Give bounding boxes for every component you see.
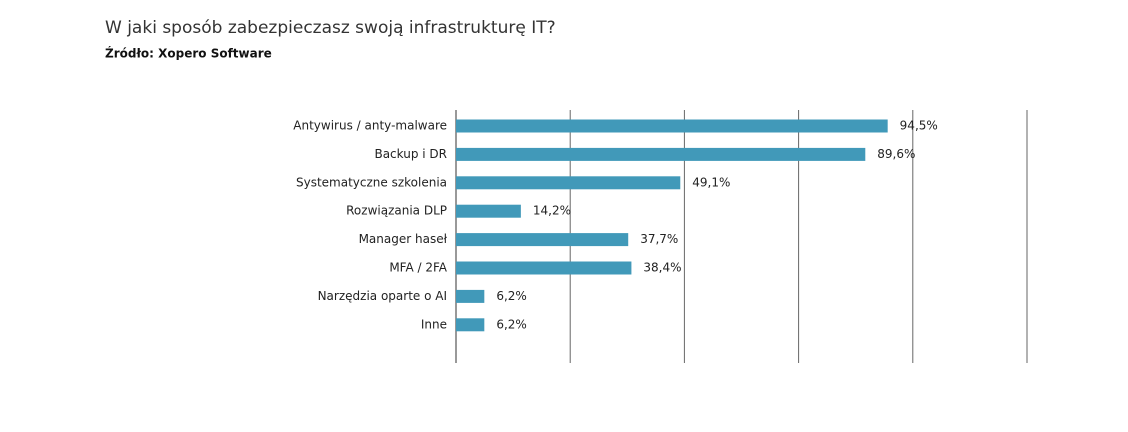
chart-title: W jaki sposób zabezpieczasz swoją infras… [105,18,556,38]
y-tick-label: Backup i DR [374,147,447,161]
y-tick-label: MFA / 2FA [389,261,447,275]
value-label: 6,2% [496,289,527,303]
bar [456,204,521,218]
bar [456,289,485,303]
bar [456,119,888,133]
y-tick-label: Systematyczne szkolenia [296,175,447,189]
value-label: 37,7% [640,232,678,246]
value-label: 6,2% [496,317,527,331]
y-tick-label: Rozwiązania DLP [346,204,447,218]
bar [456,147,866,161]
y-tick-label: Antywirus / anty-malware [293,119,447,133]
value-label: 49,1% [692,175,730,189]
value-label: 14,2% [533,204,571,218]
bar [456,318,485,332]
bar [456,261,632,275]
y-tick-label: Narzędzia oparte o AI [318,289,447,303]
chart-subtitle: Źródło: Xopero Software [105,46,272,61]
bar [456,176,681,190]
value-label: 89,6% [877,147,915,161]
value-label: 94,5% [900,119,938,133]
bar [456,233,629,247]
value-label: 38,4% [643,261,681,275]
y-tick-label: Manager haseł [359,232,448,246]
y-tick-label: Inne [421,317,447,331]
